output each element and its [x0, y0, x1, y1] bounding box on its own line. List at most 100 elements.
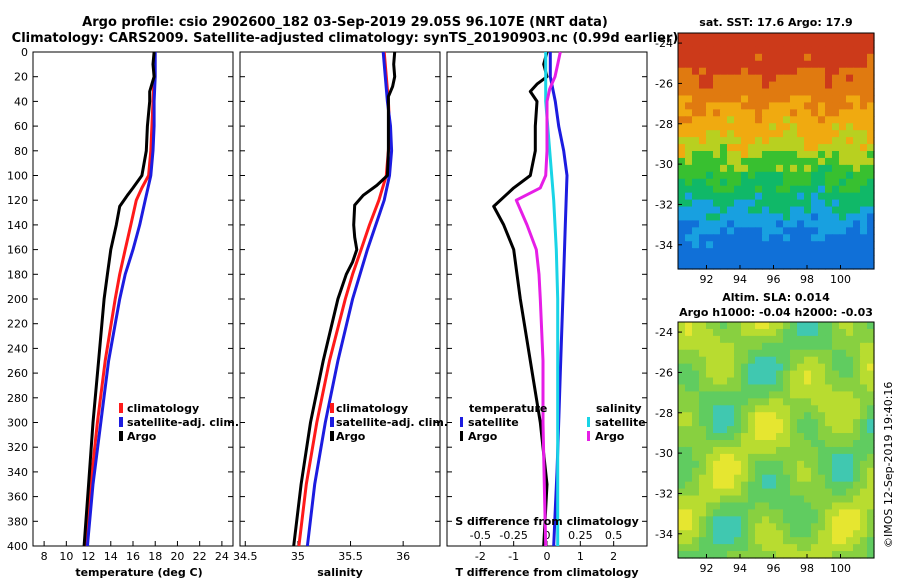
sst-cell — [853, 137, 861, 145]
sst-cell — [678, 95, 686, 104]
sla-cell — [825, 509, 833, 517]
sla-cell — [699, 384, 707, 393]
depth-tick-label: 20 — [14, 71, 28, 84]
sst-cell — [846, 248, 854, 256]
sst-cell — [776, 102, 784, 110]
sla-cell — [804, 440, 812, 448]
sla-cell — [797, 460, 805, 469]
sla-cell — [685, 495, 693, 504]
sst-cell — [713, 178, 721, 187]
sst-cell — [706, 220, 714, 228]
sst-cell — [867, 60, 875, 69]
sla-cell — [741, 370, 749, 379]
sst-cell — [692, 46, 700, 55]
sst-cell — [720, 192, 728, 201]
sla-cell — [804, 537, 812, 545]
sla-cell — [853, 440, 861, 448]
sst-cell — [685, 33, 693, 41]
depth-tick-label: 260 — [7, 367, 28, 380]
sla-cell — [713, 342, 721, 351]
sla-cell — [720, 412, 728, 420]
sst-cell — [706, 123, 714, 131]
sst-cell — [825, 46, 833, 55]
sla-cell — [776, 530, 784, 538]
sst-cell — [734, 185, 742, 194]
sst-cell — [692, 262, 700, 270]
sst-cell — [776, 206, 784, 215]
sst-cell — [867, 185, 875, 194]
sst-cell — [867, 81, 875, 90]
sst-cell — [748, 74, 756, 83]
sla-cell — [692, 426, 700, 434]
sst-cell — [783, 206, 791, 215]
sla-cell — [720, 488, 728, 497]
sst-cell — [741, 88, 749, 97]
sla-cell — [776, 523, 784, 531]
sla-cell — [776, 488, 784, 497]
sla-cell — [706, 433, 714, 441]
sla-cell — [769, 523, 777, 531]
sla-cell — [853, 335, 861, 344]
sla-cell — [839, 419, 847, 427]
sla-cell — [804, 509, 812, 517]
sla-cell — [699, 322, 707, 330]
sla-cell — [783, 398, 791, 406]
sla-cell — [685, 481, 693, 490]
sst-cell — [692, 39, 700, 48]
sla-cell — [860, 426, 868, 434]
sla-cell — [762, 342, 770, 351]
sla-cell — [867, 412, 875, 420]
sst-cell — [734, 178, 742, 187]
sst-cell — [867, 213, 875, 222]
sst-cell — [699, 255, 707, 263]
sla-cell — [853, 328, 861, 337]
sst-cell — [776, 192, 784, 201]
sst-cell — [846, 192, 854, 201]
sla-cell — [790, 426, 798, 434]
sst-cell — [860, 164, 868, 173]
sst-cell — [678, 67, 686, 76]
sst-cell — [699, 178, 707, 187]
sla-cell — [783, 363, 791, 372]
sla-cell — [762, 405, 770, 413]
sst-cell — [783, 67, 791, 76]
sla-cell — [762, 440, 770, 448]
map-y-tick-label: -32 — [655, 487, 673, 500]
sla-cell — [762, 398, 770, 406]
sla-map-title: Altim. SLA: 0.014 — [722, 291, 830, 304]
sst-cell — [713, 241, 721, 249]
legend-label-argo: Argo — [127, 430, 157, 443]
sla-cell — [776, 433, 784, 441]
sst-cell — [713, 199, 721, 208]
sst-cell — [825, 192, 833, 201]
sst-cell — [818, 60, 826, 69]
sla-cell — [818, 460, 826, 469]
sla-cell — [734, 516, 742, 524]
sst-cell — [804, 248, 812, 256]
sla-cell — [769, 460, 777, 469]
sla-cell — [692, 495, 700, 504]
sla-cell — [678, 377, 686, 386]
sst-cell — [832, 102, 840, 110]
sla-cell — [790, 551, 798, 559]
sst-cell — [720, 255, 728, 263]
sla-cell — [783, 335, 791, 344]
sla-cell — [734, 467, 742, 476]
sla-cell — [755, 433, 763, 441]
sst-cell — [825, 157, 833, 166]
sla-cell — [832, 544, 840, 552]
sla-cell — [762, 495, 770, 504]
sst-cell — [706, 137, 714, 145]
sst-cell — [867, 151, 875, 159]
sla-cell — [776, 384, 784, 393]
sla-cell — [818, 370, 826, 379]
sst-cell — [741, 171, 749, 180]
sst-cell — [755, 109, 763, 117]
sst-cell — [825, 53, 833, 62]
sst-cell — [811, 171, 819, 180]
sla-cell — [825, 342, 833, 351]
sst-cell — [741, 241, 749, 249]
sst-cell — [811, 137, 819, 145]
sla-cell — [860, 419, 868, 427]
sst-cell — [734, 262, 742, 270]
